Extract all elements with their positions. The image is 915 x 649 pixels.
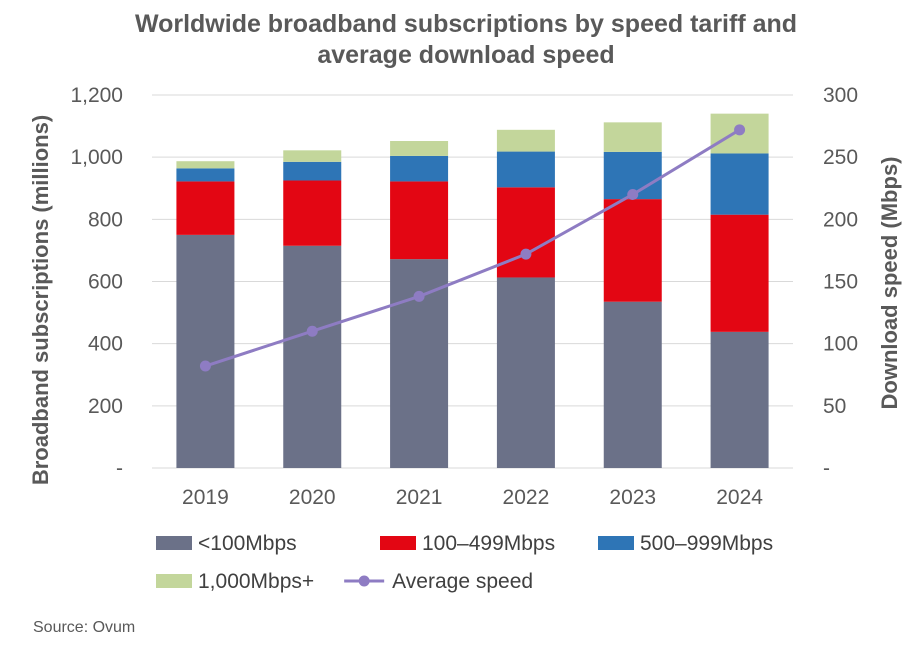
legend-swatch	[598, 536, 634, 550]
bar-segment	[603, 122, 662, 152]
bar-segment	[710, 331, 769, 468]
x-tick-label: 2021	[396, 486, 443, 509]
y-right-tick-label: 100	[823, 333, 858, 356]
bar-segment	[710, 214, 769, 332]
legend-label: 100–499Mbps	[422, 532, 555, 555]
y-left-tick-label: 1,200	[70, 84, 123, 107]
y-right-tick-label: -	[823, 457, 830, 480]
legend-label: Average speed	[392, 570, 533, 593]
chart-title-line-2: average download speed	[317, 41, 614, 69]
y-right-tick-label: 300	[823, 84, 858, 107]
y-left-tick-label: 800	[88, 208, 123, 231]
x-tick-label: 2023	[609, 486, 656, 509]
bar-segment	[283, 180, 342, 246]
bar-segment	[283, 245, 342, 468]
y-right-axis-title: Download speed (Mbps)	[877, 157, 902, 410]
average-speed-line	[199, 124, 746, 372]
bar-segment	[390, 181, 449, 260]
bar-segment	[176, 161, 235, 169]
legend-swatch	[156, 536, 192, 550]
line-point	[199, 360, 211, 372]
bar-segment	[496, 129, 555, 152]
line-point	[734, 124, 746, 136]
line-point	[627, 188, 639, 200]
bar-segment	[283, 161, 342, 181]
x-tick-label: 2020	[289, 486, 336, 509]
legend-label: 500–999Mbps	[640, 532, 773, 555]
y-left-tick-label: 600	[88, 271, 123, 294]
bar-segment	[176, 168, 235, 182]
x-tick-label: 2019	[182, 486, 229, 509]
y-left-tick-label: -	[116, 457, 123, 480]
bar-segment	[283, 150, 342, 162]
x-tick-label: 2024	[716, 486, 763, 509]
bar-segment	[496, 187, 555, 278]
legend: <100Mbps 100–499Mbps 500–999Mbps 1,000Mbps+…	[156, 532, 773, 593]
y-left-tick-label: 200	[88, 395, 123, 418]
bar-segment	[176, 181, 235, 235]
line-point	[413, 290, 425, 302]
x-tick-label: 2022	[503, 486, 550, 509]
bar-segment	[496, 151, 555, 188]
y-left-axis-title: Broadband subscriptions (millions)	[28, 115, 53, 485]
bar-segment	[603, 301, 662, 468]
line-point	[520, 248, 532, 260]
bar-segment	[390, 259, 449, 468]
tick-labels: - 200 400 600 800 1,000 1,200 - 50 100 150 200 250 30…	[70, 84, 858, 509]
line-point	[306, 325, 318, 337]
line-path	[204, 128, 741, 368]
legend-swatch	[380, 536, 416, 550]
source-note: Source: Ovum	[33, 619, 135, 636]
bar-segment	[710, 153, 769, 215]
legend-swatch	[156, 574, 192, 588]
legend-label: <100Mbps	[198, 532, 297, 555]
legend-swatch-marker	[358, 575, 370, 587]
y-right-tick-label: 150	[823, 271, 858, 294]
bar-segment	[390, 155, 449, 182]
y-left-tick-label: 400	[88, 333, 123, 356]
bar-segment	[603, 199, 662, 302]
bar-segment	[496, 277, 555, 468]
y-left-tick-label: 1,000	[70, 146, 123, 169]
y-right-tick-label: 250	[823, 146, 858, 169]
bar-segment	[390, 141, 449, 156]
chart-title-line-1: Worldwide broadband subscriptions by spe…	[135, 10, 797, 38]
y-right-tick-label: 50	[823, 395, 846, 418]
gridlines	[152, 94, 793, 469]
bar-segment	[176, 234, 235, 468]
legend-label: 1,000Mbps+	[198, 570, 314, 593]
y-right-tick-label: 200	[823, 208, 858, 231]
bars	[176, 113, 769, 468]
